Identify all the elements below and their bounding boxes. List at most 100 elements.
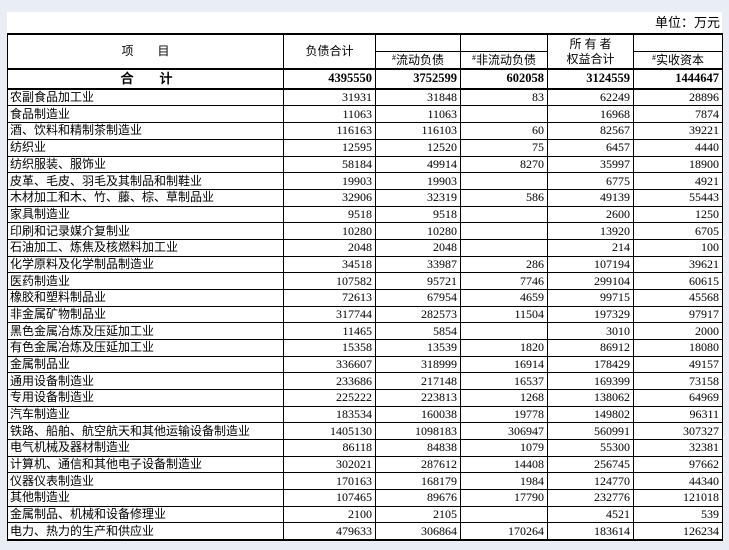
value-cell xyxy=(460,172,548,190)
value-cell: 13539 xyxy=(375,338,461,357)
industry-label: 汽车制造业 xyxy=(7,405,284,424)
value-cell: 60 xyxy=(460,122,548,140)
value-cell: 35997 xyxy=(547,155,634,174)
value-cell: 82567 xyxy=(547,122,634,140)
value-cell: 7746 xyxy=(460,272,548,290)
value-cell: 539 xyxy=(633,505,723,524)
industry-label: 家具制造业 xyxy=(7,205,284,224)
header-row-sub: #流动负债 #非流动负债 #实收资本 xyxy=(8,51,723,70)
value-cell: 16914 xyxy=(460,355,548,374)
table-row: 电力、热力的生产和供应业 479633 306864 170264 183614 1262… xyxy=(7,522,723,541)
value-cell: 15358 xyxy=(283,338,376,357)
value-cell: 302021 xyxy=(283,455,376,474)
owners-equity-line2: 权益合计 xyxy=(566,51,615,66)
value-cell: 49157 xyxy=(633,355,723,374)
value-cell: 223813 xyxy=(375,388,461,407)
value-cell: 73158 xyxy=(633,372,723,390)
value-cell xyxy=(460,505,548,524)
value-cell: 2105 xyxy=(375,505,461,524)
industry-label: 铁路、船舶、航空航天和其他运输设备制造业 xyxy=(7,422,284,440)
header-row-top: 项 目 负债合计 所 有 者 权益合计 xyxy=(7,33,723,70)
value-cell: 55300 xyxy=(547,438,634,457)
value-cell: 19903 xyxy=(283,172,376,190)
table-row: 农副食品加工业 31931 31848 83 62249 28896 xyxy=(7,88,723,107)
industry-label: 黑色金属冶炼及压延加工业 xyxy=(7,322,284,340)
industry-label: 印刷和记录媒介复制业 xyxy=(7,222,284,240)
total-row-label: 合 计 xyxy=(7,68,284,90)
value-cell: 1250 xyxy=(633,205,723,224)
industry-label: 金属制品、机械和设备修理业 xyxy=(7,505,284,524)
value-cell: 318999 xyxy=(375,355,461,374)
value-cell xyxy=(460,105,548,124)
value-cell: 19903 xyxy=(375,172,461,190)
value-cell: 287612 xyxy=(375,455,461,474)
value-cell: 39221 xyxy=(633,122,723,140)
industry-label: 金属制品业 xyxy=(7,355,284,374)
value-cell: 17790 xyxy=(460,488,548,507)
value-cell: 10280 xyxy=(375,222,461,240)
value-cell: 299104 xyxy=(547,272,634,290)
value-cell: 116163 xyxy=(283,122,376,140)
value-cell: 5854 xyxy=(375,322,461,340)
value-cell: 282573 xyxy=(375,305,461,324)
table-row: 纺织服装、服饰业 58184 49914 8270 35997 18900 xyxy=(7,155,723,174)
value-cell: 107582 xyxy=(283,272,376,290)
value-cell: 89676 xyxy=(375,488,461,507)
value-cell: 168179 xyxy=(375,472,461,490)
table-row: 橡胶和塑料制品业 72613 67954 4659 99715 45568 xyxy=(7,288,723,307)
value-cell: 49914 xyxy=(375,155,461,174)
table-row: 酒、饮料和精制茶制造业 116163 116103 60 82567 39221 xyxy=(7,122,723,140)
value-cell: 18080 xyxy=(633,338,723,357)
table-row: 计算机、通信和其他电子设备制造业 302021 287612 14408 256745 9… xyxy=(7,455,723,474)
value-cell: 16968 xyxy=(547,105,634,124)
value-cell: 86912 xyxy=(547,338,634,357)
value-cell: 4440 xyxy=(633,138,723,157)
value-cell: 197329 xyxy=(547,305,634,324)
value-cell: 4395550 xyxy=(283,68,376,90)
value-cell: 9518 xyxy=(283,205,376,224)
value-cell: 11465 xyxy=(283,322,376,340)
value-cell: 3010 xyxy=(547,322,634,340)
table-body: 农副食品加工业 31931 31848 83 62249 28896 食品制造业 11063 1… xyxy=(7,88,723,541)
col-header-non-current-liabilities: #非流动负债 xyxy=(460,51,548,70)
value-cell: 183614 xyxy=(547,522,634,541)
table-row: 医药制造业 107582 95721 7746 299104 60615 xyxy=(7,272,723,290)
value-cell: 4921 xyxy=(633,172,723,190)
table-row: 黑色金属冶炼及压延加工业 11465 5854 3010 2000 xyxy=(7,322,723,340)
value-cell: 2048 xyxy=(283,238,376,257)
value-cell: 39621 xyxy=(633,255,723,274)
value-cell: 107465 xyxy=(283,488,376,507)
table-row: 通用设备制造业 233686 217148 16537 169399 73158 xyxy=(7,372,723,390)
header-spacer-current-liabilities xyxy=(375,33,461,52)
value-cell: 96311 xyxy=(633,405,723,424)
value-cell: 58184 xyxy=(283,155,376,174)
value-cell: 2100 xyxy=(283,505,376,524)
table-row: 电气机械及器材制造业 86118 84838 1079 55300 32381 xyxy=(7,438,723,457)
table-row: 非金属矿物制品业 317744 282573 11504 197329 97917 xyxy=(7,305,723,324)
industry-label: 计算机、通信和其他电子设备制造业 xyxy=(7,455,284,474)
value-cell: 586 xyxy=(460,188,548,207)
value-cell: 232776 xyxy=(547,488,634,507)
value-cell: 336607 xyxy=(283,355,376,374)
value-cell: 45568 xyxy=(633,288,723,307)
col-header-liabilities-total: 负债合计 xyxy=(283,33,376,70)
value-cell: 169399 xyxy=(547,372,634,390)
value-cell: 4659 xyxy=(460,288,548,307)
owners-equity-line1: 所 有 者 xyxy=(569,36,612,51)
value-cell: 286 xyxy=(460,255,548,274)
value-cell: 12520 xyxy=(375,138,461,157)
table-row: 铁路、船舶、航空航天和其他运输设备制造业 1405130 1098183 306947… xyxy=(7,422,723,440)
industry-label: 食品制造业 xyxy=(7,105,284,124)
value-cell: 64969 xyxy=(633,388,723,407)
value-cell: 107194 xyxy=(547,255,634,274)
col-header-current-liabilities: #流动负债 xyxy=(375,51,461,70)
table-row: 汽车制造业 183534 160038 19778 149802 96311 xyxy=(7,405,723,424)
value-cell: 44340 xyxy=(633,472,723,490)
value-cell: 34518 xyxy=(283,255,376,274)
industry-label: 电力、热力的生产和供应业 xyxy=(7,522,284,541)
industry-label: 石油加工、炼焦及核燃料加工业 xyxy=(7,238,284,257)
value-cell: 100 xyxy=(633,238,723,257)
value-cell: 149802 xyxy=(547,405,634,424)
table-row: 金属制品、机械和设备修理业 2100 2105 4521 539 xyxy=(7,505,723,524)
value-cell: 233686 xyxy=(283,372,376,390)
